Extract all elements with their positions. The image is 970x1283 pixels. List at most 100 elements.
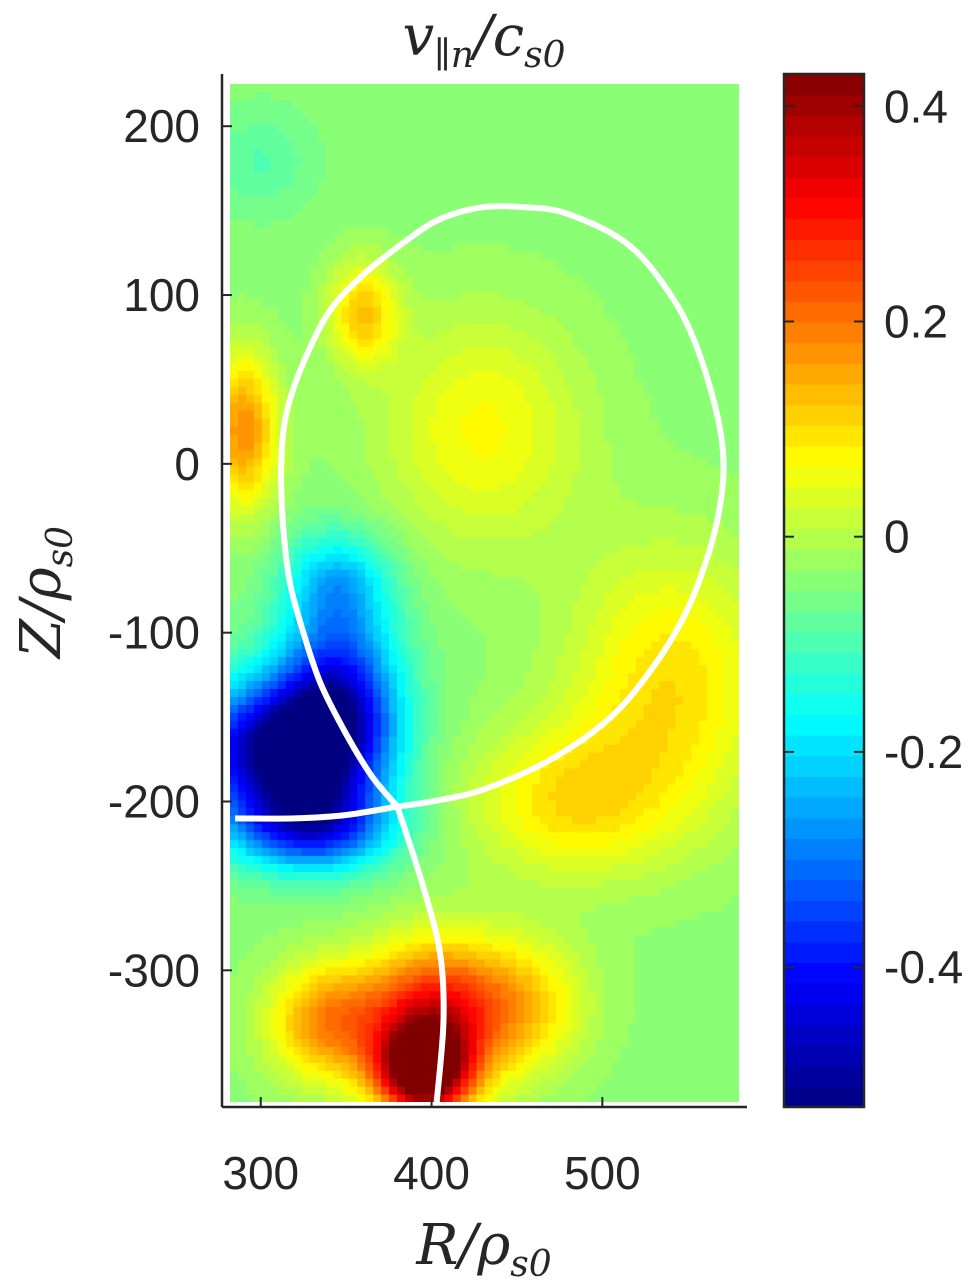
heatmap-cell xyxy=(293,521,303,530)
heatmap-cell xyxy=(237,831,247,841)
heatmap-cell xyxy=(428,624,438,634)
heatmap-cell xyxy=(627,744,637,753)
heatmap-cell xyxy=(381,1038,390,1047)
heatmap-cell xyxy=(667,942,676,952)
heatmap-cell xyxy=(619,704,629,713)
heatmap-cell xyxy=(675,807,684,817)
heatmap-cell xyxy=(627,927,637,936)
heatmap-cell xyxy=(476,545,486,554)
heatmap-cell xyxy=(548,919,557,928)
heatmap-cell xyxy=(420,942,430,952)
heatmap-cell xyxy=(508,656,517,666)
heatmap-cell xyxy=(325,871,334,880)
heatmap-cell xyxy=(468,585,478,594)
heatmap-cell xyxy=(587,903,597,912)
heatmap-cell xyxy=(468,855,478,865)
heatmap-cell xyxy=(548,736,557,745)
heatmap-cell xyxy=(365,919,374,928)
heatmap-cell xyxy=(683,1014,692,1024)
heatmap-cell xyxy=(723,863,732,872)
heatmap-cell xyxy=(627,664,637,674)
heatmap-cell xyxy=(659,1006,669,1016)
heatmap-cell xyxy=(357,958,366,968)
heatmap-cell xyxy=(516,927,525,936)
heatmap-cell xyxy=(301,600,311,610)
heatmap-cell xyxy=(532,537,541,546)
heatmap-cell xyxy=(691,648,700,658)
heatmap-cell xyxy=(237,799,247,809)
heatmap-cell xyxy=(325,958,334,968)
heatmap-cell xyxy=(579,1006,589,1016)
heatmap-cell xyxy=(397,998,406,1008)
heatmap-cell xyxy=(253,839,263,849)
heatmap-cell xyxy=(373,791,382,801)
heatmap-cell xyxy=(667,927,676,936)
heatmap-cell xyxy=(325,521,334,530)
heatmap-cell xyxy=(261,1054,271,1063)
heatmap-cell xyxy=(516,1006,525,1016)
heatmap-cell xyxy=(412,974,422,984)
heatmap-cell xyxy=(492,823,502,833)
heatmap-cell xyxy=(532,648,541,658)
heatmap-cell xyxy=(468,1054,478,1063)
heatmap-cell xyxy=(532,529,541,538)
heatmap-cell xyxy=(484,1062,494,1071)
heatmap-cell xyxy=(412,736,422,745)
heatmap-cell xyxy=(651,1086,661,1095)
heatmap-cell xyxy=(532,521,541,530)
heatmap-cell xyxy=(603,903,613,912)
heatmap-cell xyxy=(460,887,470,896)
heatmap-cell xyxy=(468,521,478,530)
heatmap-cell xyxy=(707,879,716,888)
heatmap-cell xyxy=(731,887,739,896)
heatmap-cell xyxy=(579,1046,589,1055)
heatmap-cell xyxy=(659,481,669,491)
heatmap-cell xyxy=(476,767,486,777)
heatmap-cell xyxy=(389,1070,398,1079)
heatmap-cell xyxy=(333,577,342,586)
heatmap-cell xyxy=(667,958,676,968)
heatmap-cell xyxy=(460,553,470,562)
heatmap-cell xyxy=(500,585,509,594)
heatmap-cell xyxy=(691,1086,700,1095)
heatmap-cell xyxy=(532,1014,541,1024)
heatmap-cell xyxy=(381,966,390,976)
heatmap-cell xyxy=(253,950,263,960)
heatmap-cell xyxy=(675,831,684,841)
heatmap-cell xyxy=(603,879,613,888)
heatmap-cell xyxy=(301,799,311,809)
heatmap-cell xyxy=(420,505,430,515)
heatmap-cell xyxy=(301,489,311,499)
heatmap-cell xyxy=(420,521,430,530)
heatmap-cell xyxy=(667,783,676,793)
heatmap-cell xyxy=(444,1054,454,1063)
heatmap-cell xyxy=(389,958,398,968)
heatmap-cell xyxy=(301,791,311,801)
heatmap-cell xyxy=(635,1086,645,1095)
heatmap-cell xyxy=(237,704,247,713)
heatmap-cell xyxy=(500,807,509,817)
heatmap-cell xyxy=(683,919,692,928)
heatmap-cell xyxy=(365,1022,374,1032)
heatmap-cell xyxy=(404,927,414,936)
heatmap-cell xyxy=(341,481,350,491)
heatmap-cell xyxy=(540,489,549,499)
heatmap-cell xyxy=(373,1086,382,1095)
heatmap-cell xyxy=(389,489,398,499)
heatmap-cell xyxy=(285,481,295,491)
heatmap-cell xyxy=(293,696,303,705)
heatmap-cell xyxy=(404,1062,414,1071)
heatmap-cell xyxy=(627,577,637,586)
heatmap-cell xyxy=(253,791,263,801)
heatmap-cell xyxy=(317,712,327,721)
heatmap-cell xyxy=(492,982,502,992)
heatmap-cell xyxy=(452,942,462,952)
heatmap-cell xyxy=(564,783,573,793)
heatmap-cell xyxy=(381,593,390,602)
heatmap-cell xyxy=(333,990,342,1000)
heatmap-cell xyxy=(707,680,716,690)
heatmap-cell xyxy=(389,982,398,992)
heatmap-cell xyxy=(540,585,549,594)
heatmap-cell xyxy=(579,696,589,705)
heatmap-cell xyxy=(627,950,637,960)
